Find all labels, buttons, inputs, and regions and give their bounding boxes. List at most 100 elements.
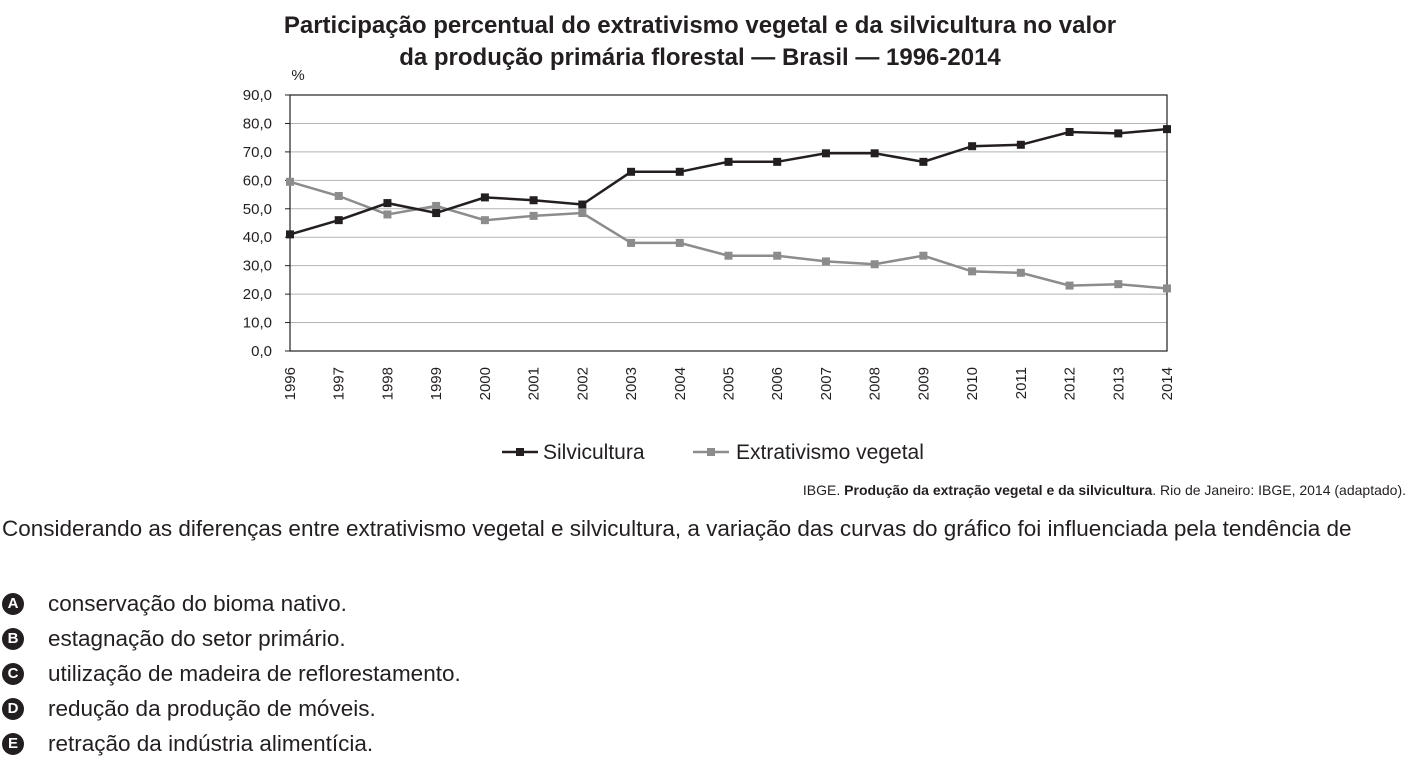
data-point-extrativismo <box>480 216 489 225</box>
data-point-silvicultura <box>821 149 830 158</box>
source-suffix: . Rio de Janeiro: IBGE, 2014 (adaptado). <box>1152 482 1406 498</box>
chart-title-line-2: da produção primária florestal — Brasil … <box>399 44 1001 71</box>
option-b[interactable]: B estagnação do setor primário. <box>0 621 461 656</box>
data-point-silvicultura <box>773 157 782 166</box>
legend: Silvicultura Extrativismo vegetal <box>502 441 924 464</box>
x-tick-label: 2010 <box>964 367 981 400</box>
data-point-silvicultura <box>968 142 977 151</box>
y-tick-label: 60,0 <box>243 172 272 189</box>
series-silvicultura <box>286 125 1171 239</box>
x-tick-label: 2009 <box>915 367 932 400</box>
data-point-silvicultura <box>919 157 928 166</box>
option-c-text: utilização de madeira de reflorestamento… <box>48 660 461 686</box>
x-tick-label: 2013 <box>1110 367 1127 400</box>
data-point-extrativismo <box>334 191 343 200</box>
y-tick-labels: 0,0 10,0 20,0 30,0 40,0 50,0 60,0 70,0 80,0 90,0 <box>243 87 272 360</box>
data-point-silvicultura <box>627 167 636 176</box>
legend-label-silvicultura: Silvicultura <box>543 441 645 464</box>
x-tick-label: 2003 <box>623 367 640 400</box>
x-tick-label: 1999 <box>428 367 445 400</box>
x-tick-label: 2007 <box>818 367 835 400</box>
option-d[interactable]: D redução da produção de móveis. <box>0 691 461 726</box>
data-point-extrativismo <box>529 211 538 220</box>
x-tick-label: 2008 <box>867 367 884 400</box>
data-point-silvicultura <box>724 157 733 166</box>
x-tick-label: 1998 <box>379 367 396 400</box>
option-a[interactable]: A conservação do bioma nativo. <box>0 586 461 621</box>
data-point-extrativismo <box>870 260 879 269</box>
y-tick-label: 90,0 <box>243 87 272 104</box>
legend-item-extrativismo: Extrativismo vegetal <box>693 441 924 464</box>
data-point-extrativismo <box>578 209 587 218</box>
y-tick-label: 70,0 <box>243 144 272 161</box>
x-tick-label: 2012 <box>1062 367 1079 400</box>
option-c-letter-badge: C <box>2 662 24 685</box>
option-e-letter-badge: E <box>2 732 24 755</box>
series-line-extrativismo <box>289 180 1168 290</box>
y-tick-label: 80,0 <box>243 115 272 132</box>
option-d-letter-badge: D <box>2 697 24 720</box>
data-point-extrativismo <box>1114 280 1123 289</box>
data-point-extrativismo <box>821 257 830 266</box>
series-extrativismo <box>286 177 1171 293</box>
y-tick-label: 30,0 <box>243 258 272 275</box>
line-chart: % 0,0 10,0 20,0 30,0 40,0 50,0 60,0 70,0 80,0 90,… <box>243 67 1176 464</box>
y-tick-label: 10,0 <box>243 315 272 332</box>
option-d-text: redução da produção de móveis. <box>48 695 376 721</box>
x-tick-label: 1997 <box>331 367 348 400</box>
data-point-silvicultura <box>432 209 441 218</box>
y-axis-unit-label: % <box>291 67 304 84</box>
data-point-silvicultura <box>1114 129 1123 138</box>
data-point-silvicultura <box>1163 125 1171 134</box>
option-e-text: retração da indústria alimentícia. <box>48 730 374 756</box>
question-text: Considerando as diferenças entre extrati… <box>2 516 1352 541</box>
option-b-letter-badge: B <box>2 627 24 650</box>
data-point-extrativismo <box>383 210 392 219</box>
data-point-silvicultura <box>383 199 392 208</box>
option-e[interactable]: E retração da indústria alimentícia. <box>0 726 461 761</box>
chart-title-line-1: Participação percentual do extrativismo … <box>283 12 1117 39</box>
data-point-extrativismo <box>1016 268 1025 277</box>
legend-item-silvicultura: Silvicultura <box>502 441 645 464</box>
source-title: Produção da extração vegetal e da silvic… <box>844 482 1153 498</box>
legend-marker-silvicultura <box>516 448 524 456</box>
data-point-extrativismo <box>432 201 441 210</box>
x-tick-label: 2002 <box>574 367 591 400</box>
data-point-extrativismo <box>1163 284 1171 293</box>
data-point-silvicultura <box>334 216 343 225</box>
y-tick-label: 50,0 <box>243 201 272 218</box>
series-line-silvicultura <box>289 127 1168 236</box>
data-point-extrativismo <box>773 251 782 260</box>
data-point-silvicultura <box>480 193 489 202</box>
gridlines <box>285 94 1167 352</box>
x-tick-labels: 1996 1997 1998 1999 2000 2001 2002 2003 2004 2005… <box>282 367 1176 400</box>
source-citation: IBGE. Produção da extração vegetal e da … <box>803 482 1406 498</box>
answer-options: A conservação do bioma nativo. B estagna… <box>0 586 461 761</box>
option-b-text: estagnação do setor primário. <box>48 625 346 651</box>
option-a-letter-badge: A <box>2 592 24 615</box>
y-tick-label: 20,0 <box>243 286 272 303</box>
data-point-silvicultura <box>1016 140 1025 149</box>
data-point-silvicultura <box>286 230 294 239</box>
data-point-extrativismo <box>968 267 977 276</box>
x-tick-label: 2005 <box>721 367 738 400</box>
y-tick-label: 0,0 <box>251 343 272 360</box>
data-point-extrativismo <box>286 177 294 186</box>
data-point-silvicultura <box>675 167 684 176</box>
x-tick-label: 2000 <box>477 367 494 400</box>
x-tick-label: 2006 <box>769 367 786 400</box>
data-point-extrativismo <box>1065 281 1074 290</box>
plot-area-frame <box>289 94 1168 352</box>
x-tick-label: 1996 <box>282 367 299 400</box>
option-c[interactable]: C utilização de madeira de reflorestamen… <box>0 656 461 691</box>
data-point-extrativismo <box>919 251 928 260</box>
data-point-silvicultura <box>529 196 538 205</box>
source-prefix: IBGE. <box>802 482 845 498</box>
x-tick-label: 2001 <box>526 367 543 400</box>
x-tick-label: 2011 <box>1013 367 1030 399</box>
y-tick-label: 40,0 <box>243 229 272 246</box>
data-point-extrativismo <box>627 238 636 247</box>
data-point-extrativismo <box>724 251 733 260</box>
data-point-silvicultura <box>578 200 587 209</box>
data-point-silvicultura <box>1065 127 1074 136</box>
